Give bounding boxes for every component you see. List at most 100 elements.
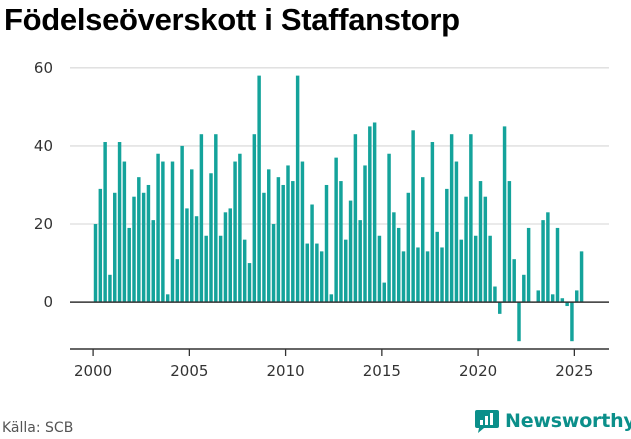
bar-76 <box>459 239 463 303</box>
bar-48 <box>324 184 329 303</box>
bar-41 <box>291 181 295 303</box>
bar-60 <box>382 282 386 303</box>
bar-98 <box>565 302 569 307</box>
bar-92 <box>536 290 540 303</box>
bar-5 <box>117 142 122 303</box>
bar-31 <box>242 239 247 303</box>
bar-50 <box>334 157 338 303</box>
bar-54 <box>353 134 358 303</box>
bar-36 <box>267 169 271 303</box>
axes <box>70 301 609 356</box>
bar-67 <box>416 247 420 303</box>
bar-96 <box>555 227 560 303</box>
bar-65 <box>406 192 411 303</box>
y-tick-label-0: 0 <box>43 293 53 311</box>
bar-49 <box>329 294 334 303</box>
bar-21 <box>194 216 199 303</box>
bar-74 <box>449 134 454 303</box>
x-tick-label-4: 2020 <box>459 362 497 380</box>
bar-42 <box>295 75 300 303</box>
bar-99 <box>570 302 574 342</box>
bar-63 <box>396 227 401 303</box>
bar-64 <box>401 251 406 303</box>
bar-8 <box>132 196 136 303</box>
bar-73 <box>445 188 449 303</box>
bar-85 <box>502 126 507 303</box>
bar-62 <box>392 212 396 303</box>
bar-2 <box>103 142 107 303</box>
bar-51 <box>339 181 343 303</box>
bar-84 <box>498 302 502 314</box>
bar-53 <box>348 200 353 303</box>
bar-19 <box>185 208 189 303</box>
bar-70 <box>430 142 435 303</box>
bar-38 <box>276 177 281 303</box>
bar-56 <box>363 165 367 303</box>
bar-45 <box>310 204 314 303</box>
bar-6 <box>122 161 127 303</box>
bar-18 <box>180 145 184 303</box>
bar-69 <box>425 251 430 303</box>
bar-57 <box>368 126 372 303</box>
x-tick-label-5: 2025 <box>555 362 593 380</box>
bar-25 <box>214 134 218 303</box>
bar-29 <box>233 161 237 303</box>
x-tick-labels: 2000 2005 2010 2015 2020 2025 <box>74 362 593 380</box>
bar-3 <box>108 274 112 303</box>
y-tick-label-3: 60 <box>34 59 53 77</box>
bar-94 <box>546 212 550 303</box>
bar-43 <box>300 161 305 303</box>
bar-34 <box>257 75 261 303</box>
bar-4 <box>113 192 117 303</box>
bar-16 <box>170 161 175 303</box>
bar-22 <box>199 134 204 303</box>
bar-17 <box>175 259 180 303</box>
source-note: Källa: SCB <box>2 420 74 436</box>
bar-40 <box>286 165 290 303</box>
bar-86 <box>507 181 512 303</box>
brand-name: Newsworthy <box>505 410 631 432</box>
bar-27 <box>223 212 228 303</box>
bar-72 <box>440 247 444 303</box>
y-tick-label-2: 40 <box>34 137 53 155</box>
bar-66 <box>411 130 415 303</box>
bar-1 <box>98 188 103 303</box>
bar-55 <box>358 220 362 303</box>
bar-7 <box>127 227 131 303</box>
bar-12 <box>151 220 155 303</box>
bar-97 <box>560 298 565 303</box>
bar-26 <box>218 235 223 303</box>
bar-46 <box>315 243 319 303</box>
brand-logo[interactable]: Newsworthy <box>474 408 631 434</box>
bar-59 <box>377 235 382 303</box>
chart-title: Födelseöverskott i Staffanstorp <box>4 2 460 37</box>
bar-11 <box>146 184 151 303</box>
y-tick-label-1: 20 <box>34 215 53 233</box>
bar-78 <box>469 134 473 303</box>
y-tick-labels: 0 20 40 60 <box>34 59 53 311</box>
x-tick-label-0: 2000 <box>74 362 112 380</box>
bar-68 <box>421 177 425 303</box>
bar-93 <box>541 220 545 303</box>
x-tick-label-2: 2010 <box>267 362 305 380</box>
bar-10 <box>141 192 146 303</box>
bar-28 <box>228 208 232 303</box>
bar-75 <box>454 161 459 303</box>
x-tick-label-1: 2005 <box>170 362 208 380</box>
bar-100 <box>575 290 579 303</box>
bar-52 <box>344 239 348 303</box>
bar-24 <box>209 173 213 303</box>
x-tick-label-3: 2015 <box>363 362 401 380</box>
bar-14 <box>161 161 165 303</box>
bar-61 <box>387 153 391 303</box>
bar-23 <box>204 235 208 303</box>
bar-39 <box>281 184 285 303</box>
bar-15 <box>165 294 170 303</box>
bar-80 <box>478 181 483 303</box>
bar-77 <box>464 196 468 303</box>
bar-0 <box>93 224 98 303</box>
bar-95 <box>550 294 555 303</box>
bar-9 <box>137 177 141 303</box>
bar-90 <box>526 227 531 303</box>
